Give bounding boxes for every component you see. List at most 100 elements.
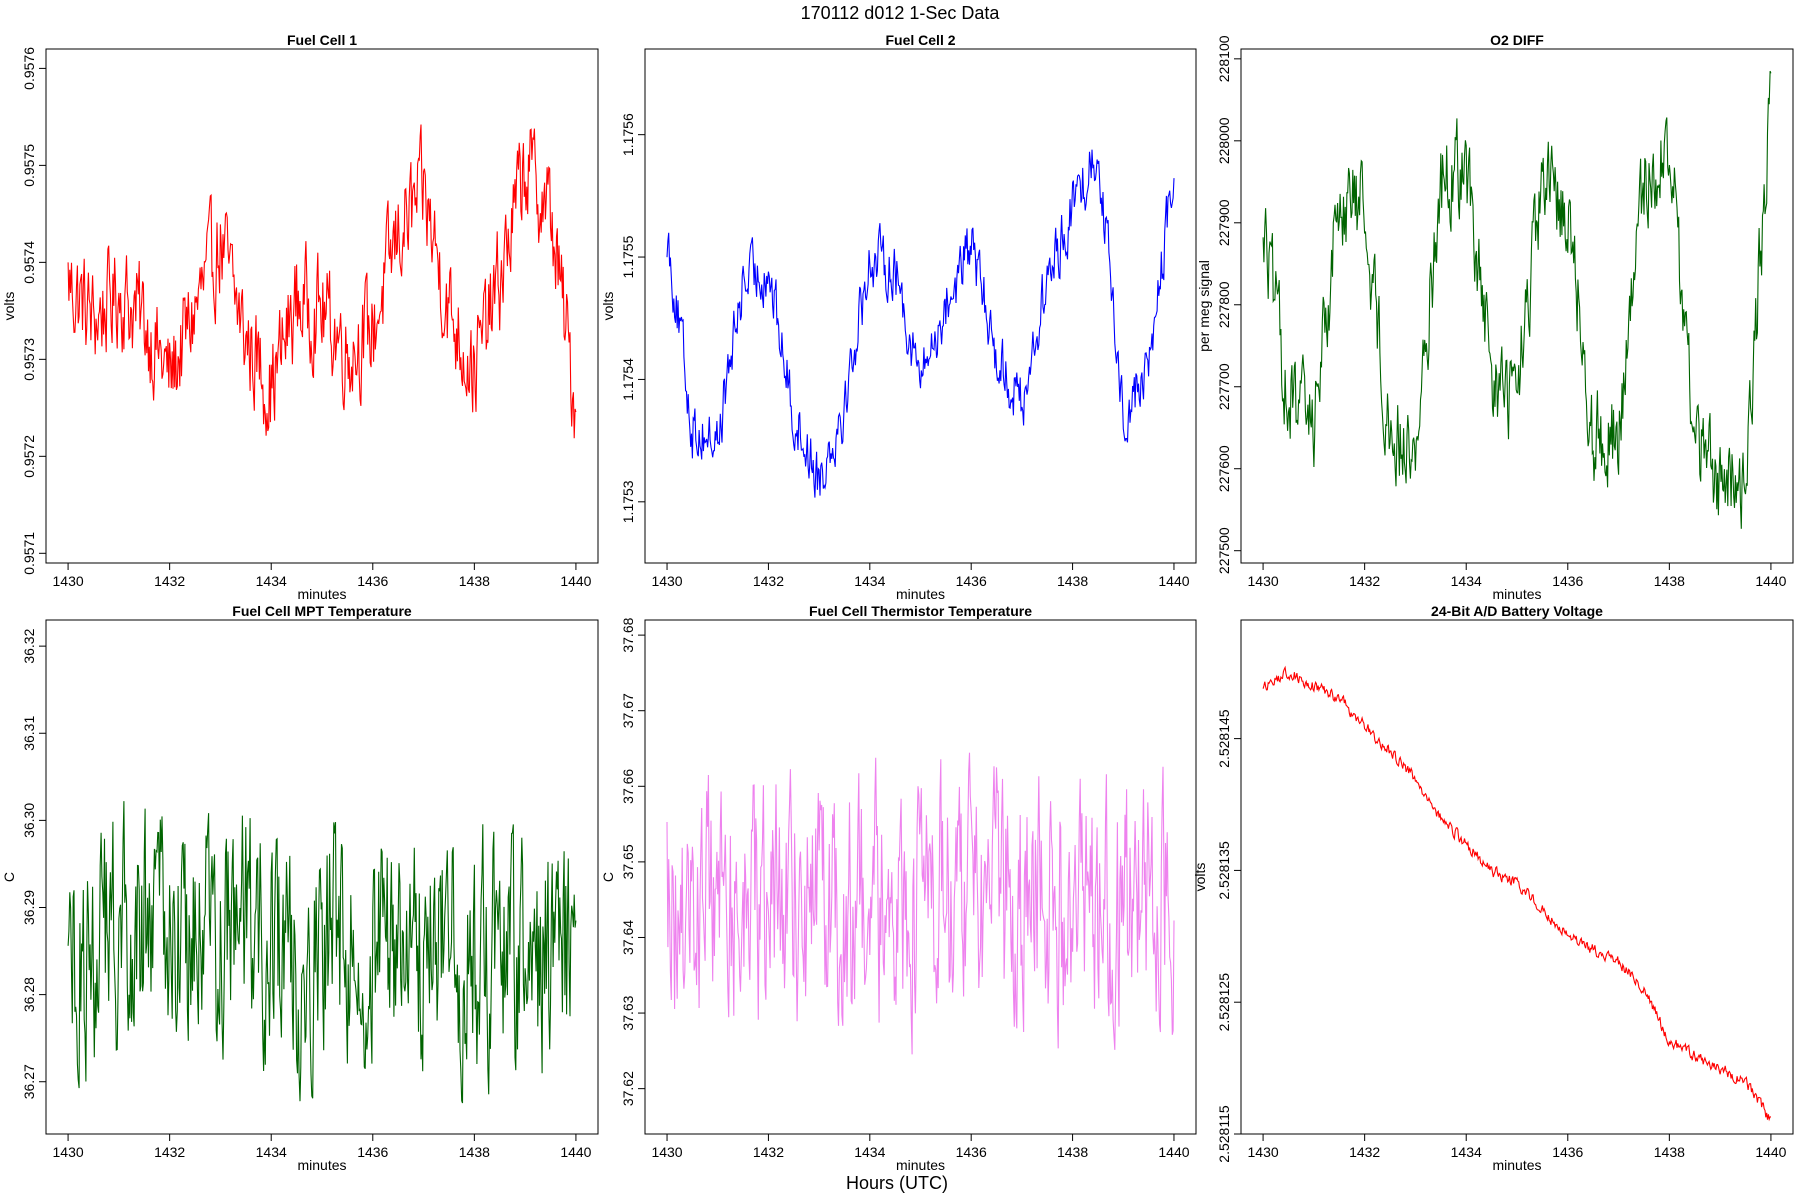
- x-tick-label: 1438: [459, 573, 490, 589]
- x-tick-label: 1440: [1755, 573, 1786, 589]
- y-tick-label: 37.63: [620, 995, 636, 1030]
- panel-title: 24-Bit A/D Battery Voltage: [1431, 603, 1603, 619]
- y-tick-label: 1.1756: [620, 113, 636, 156]
- panel-title: Fuel Cell 1: [287, 32, 357, 48]
- x-tick-label: 1438: [1057, 1144, 1088, 1160]
- y-tick-label: 2.528115: [1216, 1105, 1232, 1163]
- y-tick-label: 228000: [1216, 117, 1232, 164]
- x-tick-label: 1432: [753, 573, 784, 589]
- y-tick-label: 37.64: [620, 920, 636, 955]
- x-tick-label: 1434: [256, 1144, 287, 1160]
- plot-frame: [644, 619, 1197, 1135]
- x-tick-label: 1430: [651, 573, 682, 589]
- y-axis-label: volts: [1192, 863, 1208, 892]
- x-tick-label: 1436: [357, 573, 388, 589]
- x-tick-label: 1434: [854, 573, 885, 589]
- series-line: [666, 752, 1175, 1055]
- y-tick-label: 227600: [1216, 445, 1232, 492]
- x-tick-label: 1436: [956, 1144, 987, 1160]
- series-line: [67, 801, 577, 1104]
- x-tick-label: 1440: [560, 573, 591, 589]
- y-tick-label: 36.29: [21, 890, 37, 925]
- y-tick-label: 2.528135: [1216, 841, 1232, 900]
- figure-title: 170112 d012 1-Sec Data: [801, 3, 1001, 23]
- panel-4: Fuel Cell MPT Temperature 1430 1432 1434 143…: [1, 603, 599, 1173]
- x-tick-label: 1434: [256, 573, 287, 589]
- x-axis-label: minutes: [896, 586, 945, 602]
- plot-frame: [1240, 619, 1794, 1135]
- x-tick-label: 1432: [154, 1144, 185, 1160]
- y-tick-label: 0.9574: [21, 241, 37, 284]
- series-line: [1262, 70, 1772, 529]
- panel-5: Fuel Cell Thermistor Temperature 1430 1432…: [600, 603, 1197, 1173]
- y-tick-label: 37.67: [620, 693, 636, 728]
- x-tick-label: 1440: [1158, 573, 1189, 589]
- x-tick-label: 1432: [1349, 1144, 1380, 1160]
- x-tick-label: 1440: [1158, 1144, 1189, 1160]
- panel-title: Fuel Cell 2: [885, 32, 955, 48]
- x-axis-label: minutes: [297, 586, 346, 602]
- x-tick-label: 1432: [154, 573, 185, 589]
- x-tick-label: 1438: [1057, 573, 1088, 589]
- panels: Fuel Cell 1 1430 1432 1434 1436 1438 1440 minut…: [1, 32, 1794, 1173]
- y-tick-label: 0.9573: [21, 338, 37, 381]
- x-tick-label: 1434: [1451, 1144, 1482, 1160]
- y-axis-label: C: [1, 872, 17, 882]
- x-tick-label: 1430: [53, 573, 84, 589]
- x-tick-label: 1430: [1248, 1144, 1279, 1160]
- y-axis-label: per meg signal: [1196, 260, 1212, 352]
- x-tick-label: 1430: [1248, 573, 1279, 589]
- y-tick-label: 37.62: [620, 1071, 636, 1106]
- y-tick-label: 227700: [1216, 363, 1232, 410]
- x-tick-label: 1436: [956, 573, 987, 589]
- panel-1: Fuel Cell 1 1430 1432 1434 1436 1438 1440 minut…: [1, 32, 599, 602]
- y-tick-label: 0.9576: [21, 47, 37, 90]
- x-tick-label: 1436: [1552, 573, 1583, 589]
- x-tick-label: 1436: [1552, 1144, 1583, 1160]
- x-axis-label: minutes: [1492, 586, 1541, 602]
- plot-frame: [45, 48, 599, 564]
- y-tick-label: 1.1753: [620, 480, 636, 523]
- series-line: [67, 124, 577, 439]
- y-tick-label: 2.528125: [1216, 973, 1232, 1032]
- x-tick-label: 1432: [1349, 573, 1380, 589]
- y-tick-label: 0.9571: [21, 532, 37, 575]
- panel-2: Fuel Cell 2 1430 1432 1434 1436 1438 1440 minut…: [600, 32, 1197, 602]
- x-axis-label: minutes: [1492, 1157, 1541, 1173]
- series-line: [1262, 665, 1771, 1122]
- y-tick-label: 1.1755: [620, 235, 636, 278]
- panel-6: 24-Bit A/D Battery Voltage 1430 1432 1434 14…: [1192, 603, 1794, 1173]
- x-axis-label: minutes: [896, 1157, 945, 1173]
- y-tick-label: 37.65: [620, 844, 636, 879]
- y-tick-label: 36.27: [21, 1064, 37, 1099]
- x-tick-label: 1438: [1654, 573, 1685, 589]
- x-tick-label: 1430: [651, 1144, 682, 1160]
- x-tick-label: 1436: [357, 1144, 388, 1160]
- plot-frame: [45, 619, 599, 1135]
- panel-title: Fuel Cell MPT Temperature: [232, 603, 412, 619]
- x-tick-label: 1440: [1755, 1144, 1786, 1160]
- y-tick-label: 227500: [1216, 527, 1232, 574]
- panel-3: O2 DIFF 1430 1432 1434 1436 1438 1440 minutes 22…: [1196, 32, 1794, 602]
- y-tick-label: 2.528145: [1216, 709, 1232, 768]
- figure-x-label: Hours (UTC): [846, 1173, 948, 1193]
- y-axis-label: volts: [1, 292, 17, 321]
- x-tick-label: 1434: [1451, 573, 1482, 589]
- y-tick-label: 36.32: [21, 628, 37, 663]
- x-axis-label: minutes: [297, 1157, 346, 1173]
- y-tick-label: 1.1754: [620, 358, 636, 401]
- y-tick-label: 228100: [1216, 35, 1232, 82]
- x-tick-label: 1434: [854, 1144, 885, 1160]
- y-tick-label: 227900: [1216, 199, 1232, 246]
- plot-frame: [1240, 48, 1794, 564]
- y-tick-label: 0.9575: [21, 144, 37, 187]
- x-tick-label: 1438: [1654, 1144, 1685, 1160]
- y-tick-label: 36.31: [21, 716, 37, 751]
- x-tick-label: 1438: [459, 1144, 490, 1160]
- y-tick-label: 36.28: [21, 977, 37, 1012]
- y-tick-label: 0.9572: [21, 435, 37, 478]
- y-tick-label: 36.30: [21, 803, 37, 838]
- y-axis-label: volts: [600, 292, 616, 321]
- panel-title: Fuel Cell Thermistor Temperature: [809, 603, 1032, 619]
